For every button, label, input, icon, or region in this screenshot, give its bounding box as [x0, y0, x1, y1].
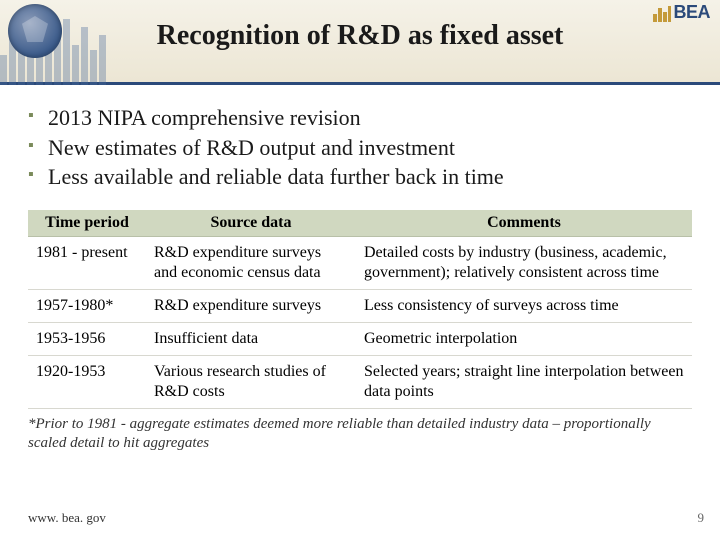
table-row: 1953-1956Insufficient dataGeometric inte… [28, 323, 692, 356]
bullet-item: Less available and reliable data further… [28, 162, 692, 192]
bullet-item: 2013 NIPA comprehensive revision [28, 103, 692, 133]
table-cell: Less consistency of surveys across time [356, 290, 692, 323]
table-cell: Various research studies of R&D costs [146, 356, 356, 409]
table-header-cell: Source data [146, 210, 356, 237]
footer-url: www. bea. gov [28, 510, 106, 526]
table-row: 1957-1980*R&D expenditure surveysLess co… [28, 290, 692, 323]
table-cell: Detailed costs by industry (business, ac… [356, 237, 692, 290]
header-band: BEA Recognition of R&D as fixed asset [0, 0, 720, 85]
table-header-cell: Comments [356, 210, 692, 237]
data-table: Time periodSource dataComments 1981 - pr… [28, 210, 692, 409]
table-cell: 1957-1980* [28, 290, 146, 323]
table-cell: 1920-1953 [28, 356, 146, 409]
table-cell: 1953-1956 [28, 323, 146, 356]
bullet-list: 2013 NIPA comprehensive revisionNew esti… [28, 103, 692, 192]
table-row: 1981 - presentR&D expenditure surveys an… [28, 237, 692, 290]
footnote: *Prior to 1981 - aggregate estimates dee… [0, 409, 720, 453]
table-cell: Insufficient data [146, 323, 356, 356]
table-row: 1920-1953Various research studies of R&D… [28, 356, 692, 409]
table-cell: Selected years; straight line interpolat… [356, 356, 692, 409]
content-area: 2013 NIPA comprehensive revisionNew esti… [0, 85, 720, 409]
table-header-cell: Time period [28, 210, 146, 237]
slide-title: Recognition of R&D as fixed asset [0, 0, 720, 52]
table-cell: R&D expenditure surveys [146, 290, 356, 323]
bullet-item: New estimates of R&D output and investme… [28, 133, 692, 163]
table-cell: 1981 - present [28, 237, 146, 290]
table-cell: R&D expenditure surveys and economic cen… [146, 237, 356, 290]
table-cell: Geometric interpolation [356, 323, 692, 356]
page-number: 9 [698, 510, 705, 526]
